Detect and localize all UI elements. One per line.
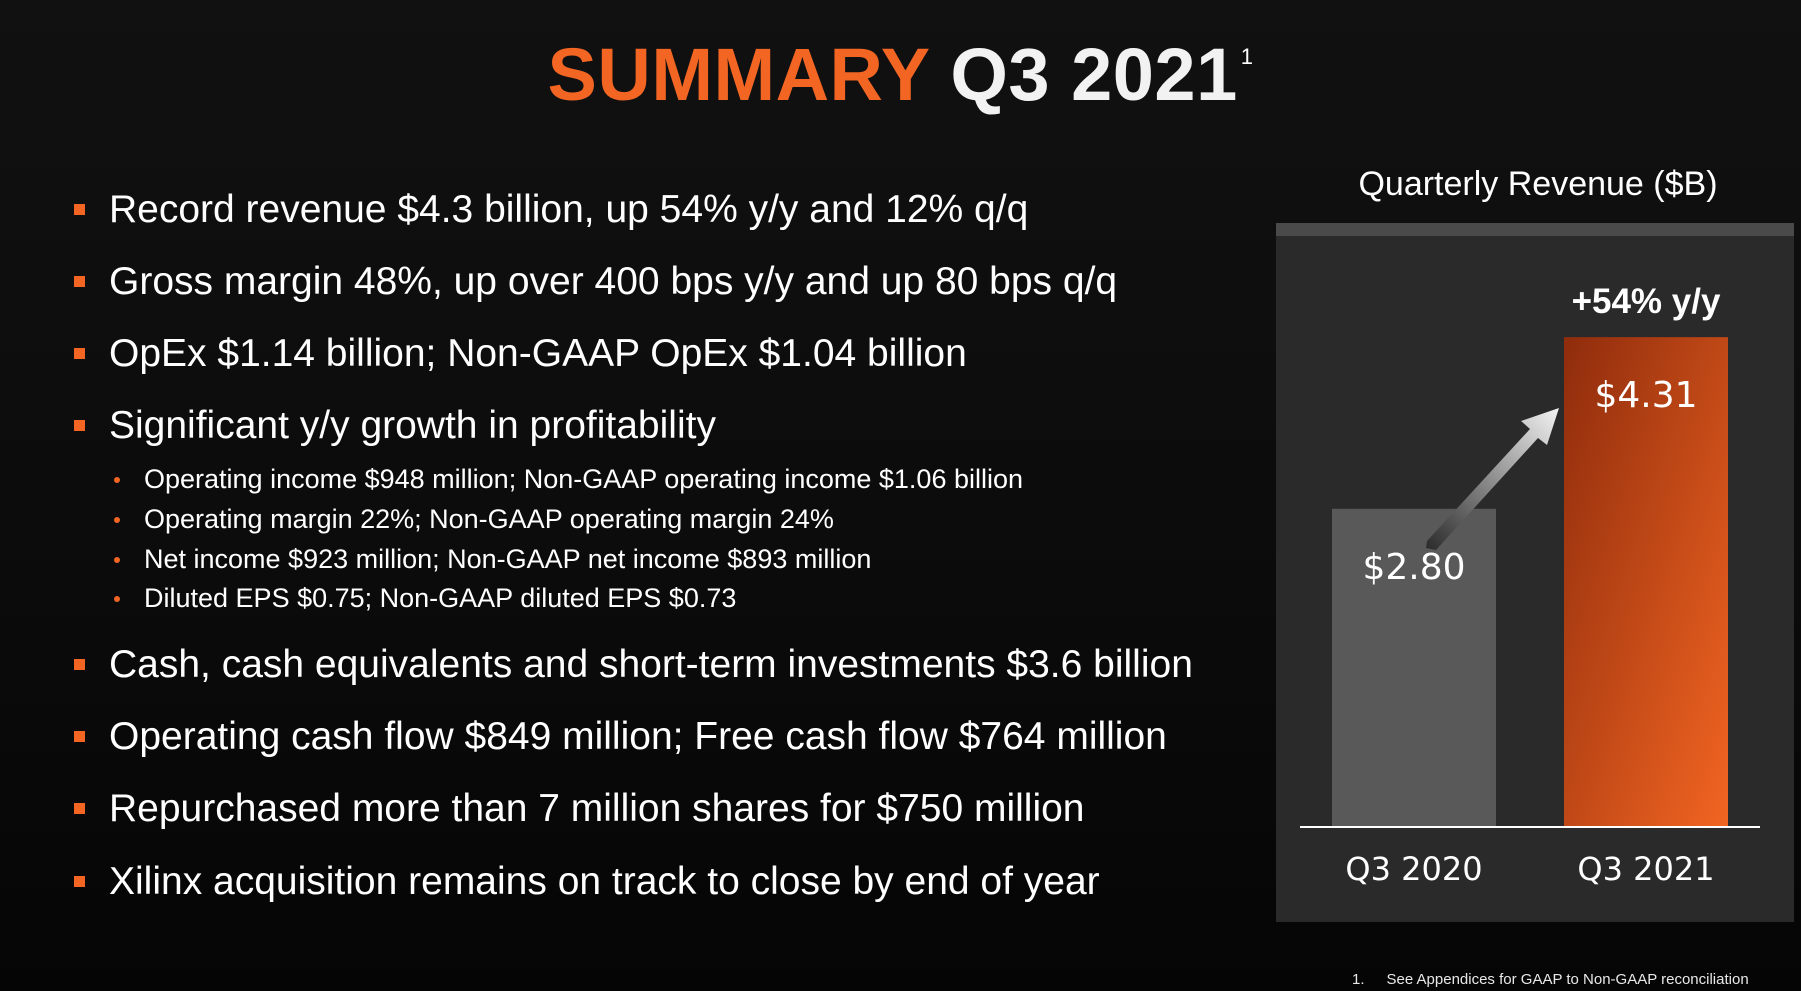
bar-0 [1332,508,1496,827]
dot-bullet-icon [114,596,120,602]
title-footnote-marker: 1 [1240,44,1254,69]
footnote: 1. See Appendices for GAAP to Non-GAAP re… [1352,971,1749,988]
bar-data-label: $4.31 [1594,375,1697,416]
dot-bullet-icon [114,477,120,483]
square-bullet-icon [74,276,85,287]
title-period: Q3 2021 [950,33,1238,116]
square-bullet-icon [74,204,85,215]
square-bullet-icon [74,803,85,814]
square-bullet-icon [74,876,85,887]
x-tick-label: Q3 2020 [1345,850,1482,888]
revenue-bar-chart: $2.80 Q3 2020 $4.31 Q3 2021 +54% y/y [1300,282,1760,888]
chart-panel: $2.80 Q3 2020 $4.31 Q3 2021 +54% y/y [1276,223,1794,922]
square-bullet-icon [74,420,85,431]
square-bullet-icon [74,348,85,359]
x-tick-label: Q3 2021 [1577,850,1714,888]
dot-bullet-icon [114,557,120,563]
chart-title: Quarterly Revenue ($B) [1358,165,1718,203]
page-title: SUMMARY Q3 2021 1 [0,38,1801,112]
dot-bullet-icon [114,517,120,523]
title-accent: SUMMARY [547,33,930,116]
bar-data-label: $2.80 [1362,547,1465,588]
bar-1 [1564,337,1728,827]
growth-annotation: +54% y/y [1572,282,1721,321]
square-bullet-icon [74,731,85,742]
footnote-text: See Appendices for GAAP to Non-GAAP reco… [1386,971,1749,988]
footnote-number: 1. [1352,971,1365,988]
square-bullet-icon [74,659,85,670]
growth-arrow-icon [1426,408,1559,550]
